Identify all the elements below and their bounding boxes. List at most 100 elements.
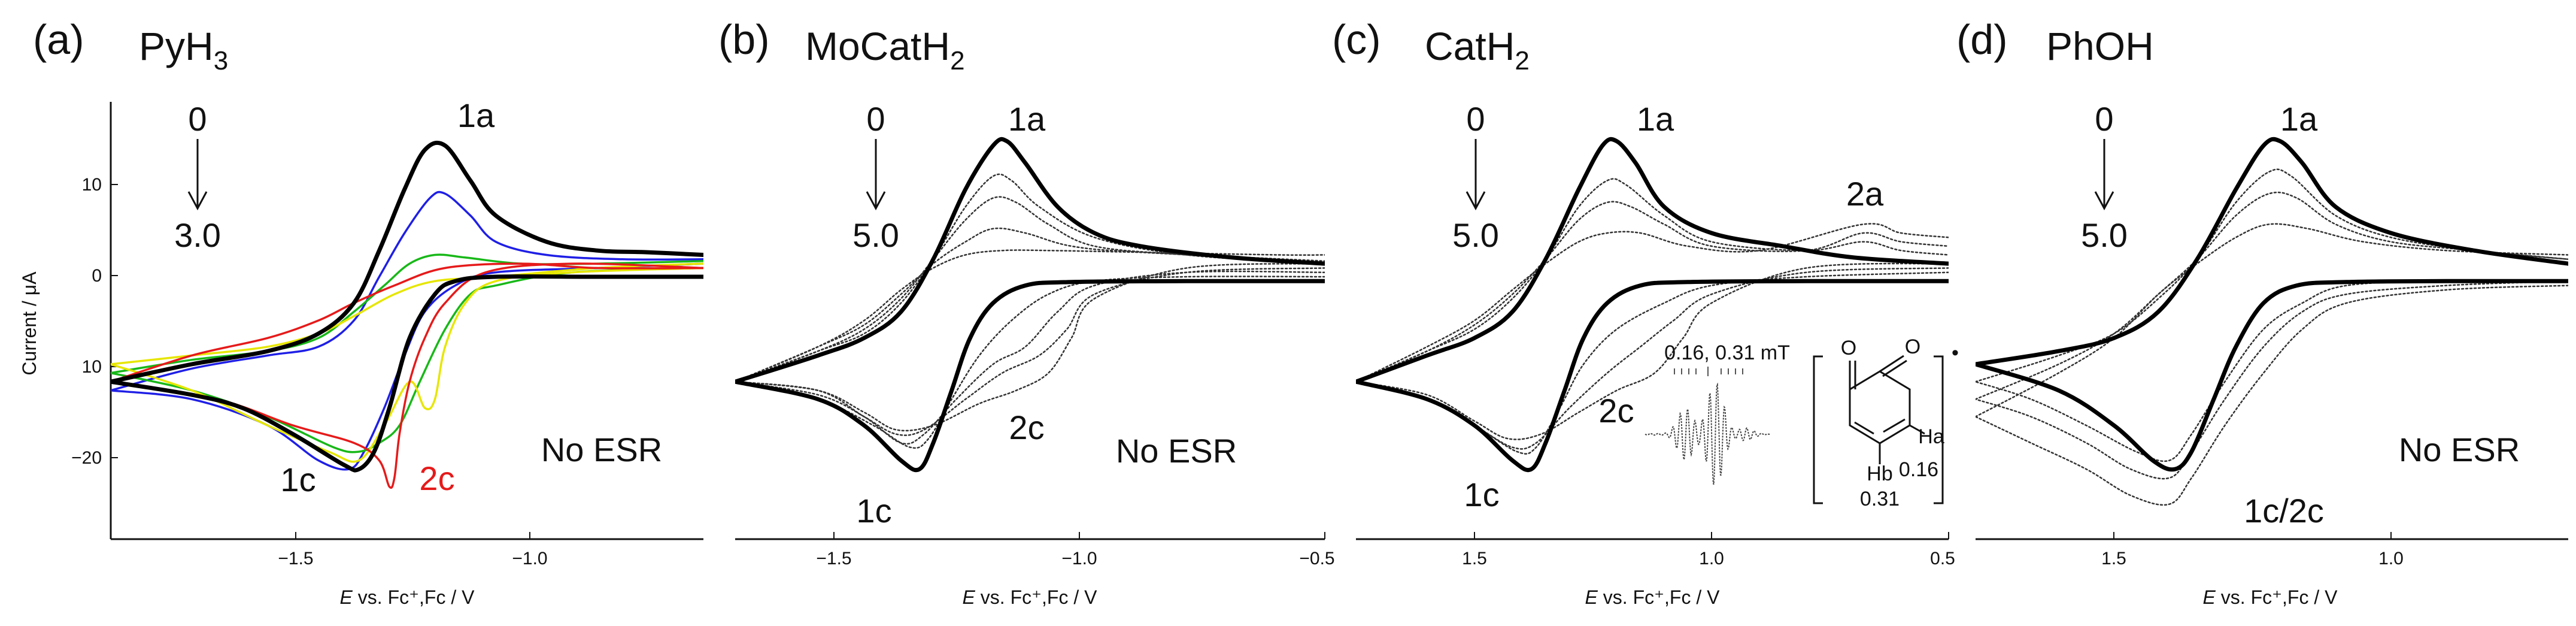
cv-curve-a-red-3-0-equiv--oxidation — [111, 262, 703, 383]
panel-a-ytick: 10 — [82, 175, 102, 195]
panel-d-xlabel: E vs. Fc⁺,Fc / V — [2203, 586, 2338, 608]
panel-c-xtick: 1.0 — [1699, 549, 1724, 568]
panel-a-peak-2c: 2c — [419, 459, 454, 497]
panel-a-esr-note: No ESR — [541, 431, 662, 468]
structure-oxygen-2: O — [1905, 335, 1920, 358]
panel-c-arrow-start: 0 — [1466, 100, 1485, 138]
esr-spectrum-trace — [1644, 382, 1771, 485]
panel-a-ylabel: Current / μA — [19, 271, 40, 376]
panel-c-xtick: 0.5 — [1930, 549, 1955, 568]
cv-curve-c-added-2-oxidation — [1356, 201, 1949, 383]
panel-b-peak-1a: 1a — [1008, 100, 1046, 138]
cv-curve-d-added-2-reduction — [1976, 280, 2568, 480]
panel-c-peak-2a: 2a — [1846, 175, 1884, 213]
panel-b-xlabel: E vs. Fc⁺,Fc / V — [963, 586, 1098, 608]
down-arrow-icon — [187, 139, 208, 211]
panel-a-xtick: −1.5 — [278, 549, 313, 568]
panel-c-peak-2c: 2c — [1598, 392, 1634, 430]
panel-d-compound: PhOH — [2046, 24, 2154, 68]
cv-curve-c-0-equiv-reduction — [1356, 279, 1949, 473]
cv-curve-a-blue-oxidation — [111, 190, 703, 392]
cv-curve-c-0-equiv-oxidation — [1356, 137, 1949, 384]
cv-curve-b-0-equiv-oxidation — [735, 137, 1325, 384]
cv-curve-d-0-equiv-reduction — [1976, 279, 2568, 472]
panel-c: (c) CatH2 1.5 1.0 0.5 E vs. Fc⁺,Fc / V 0… — [1332, 16, 1959, 608]
panel-d-curves — [1976, 137, 2568, 506]
panel-a-xlabel: E vs. Fc⁺,Fc / V — [340, 586, 475, 608]
panel-b-curves — [735, 137, 1325, 473]
structure-oxygen-1: O — [1841, 337, 1856, 359]
cv-curve-a-green-reduction — [111, 267, 703, 453]
structure-hb-label: Hb — [1867, 462, 1892, 485]
down-arrow-icon — [2094, 139, 2114, 211]
panel-a-xtick: −1.0 — [512, 549, 547, 568]
cv-curve-d-0-equiv-oxidation — [1976, 137, 2568, 367]
panel-c-label: (c) — [1332, 16, 1381, 63]
panel-a-ytick: −20 — [71, 448, 102, 468]
esr-coupling-label: 0.16, 0.31 mT — [1664, 341, 1790, 364]
panel-d-peak-1a: 1a — [2280, 100, 2318, 138]
structure-ha-label: Ha — [1918, 425, 1944, 448]
panel-b: (b) MoCatH2 −1.5 −1.0 −0.5 E vs. Fc⁺,Fc … — [718, 16, 1335, 608]
cv-curve-c-5-0-equiv-oxidation — [1356, 223, 1949, 383]
panel-d-label: (d) — [1956, 16, 2008, 63]
cv-curve-d-5-0-equiv-oxidation — [1976, 223, 2568, 418]
panel-b-xtick: −1.0 — [1061, 549, 1097, 568]
cv-curve-a-0-equiv-reduction — [111, 274, 703, 473]
panel-a-peak-1a: 1a — [457, 96, 495, 134]
panel-d-arrow-end: 5.0 — [2081, 216, 2128, 254]
panel-a-arrow-end: 3.0 — [174, 216, 221, 254]
panel-c-peak-1c: 1c — [1464, 476, 1499, 513]
cv-curve-c-added-1-oxidation — [1356, 178, 1949, 383]
cv-curve-b-added-1-reduction — [735, 276, 1325, 449]
panel-c-peak-1a: 1a — [1637, 100, 1674, 138]
cv-curve-c-added-1-reduction — [1356, 271, 1949, 455]
panel-b-label: (b) — [718, 16, 770, 63]
cv-curve-b-5-0-equiv-oxidation — [735, 249, 1325, 383]
panel-d-xtick: 1.0 — [2378, 549, 2404, 568]
panel-d: (d) PhOH 1.5 1.0 E vs. Fc⁺,Fc / V 0 5.0 … — [1956, 16, 2568, 608]
panel-b-xtick: −1.5 — [816, 549, 851, 568]
cv-curve-c-5-0-equiv-reduction — [1356, 262, 1949, 440]
panel-c-xtick: 1.5 — [1462, 549, 1487, 568]
cv-curve-b-5-0-equiv-reduction — [735, 262, 1325, 432]
panel-a-axes — [110, 102, 703, 540]
panel-b-compound: MoCatH2 — [805, 24, 965, 75]
panel-b-peak-1c: 1c — [856, 492, 891, 530]
panel-c-xlabel: E vs. Fc⁺,Fc / V — [1585, 586, 1721, 608]
panel-a-label: (a) — [33, 16, 84, 63]
panel-c-curves — [1356, 137, 1949, 473]
panel-d-arrow-start: 0 — [2095, 100, 2113, 138]
panel-b-esr-note: No ESR — [1116, 432, 1237, 470]
panel-d-xtick: 1.5 — [2101, 549, 2126, 568]
panel-d-esr-note: No ESR — [2399, 431, 2520, 468]
cv-curve-a-0-equiv-oxidation — [111, 140, 703, 384]
panel-a-curves — [111, 140, 703, 489]
semiquinone-structure — [1813, 355, 1944, 504]
panel-b-peak-2c: 2c — [1009, 409, 1044, 446]
panel-a-ytick: 10 — [82, 357, 102, 377]
cv-curve-a-red-3-0-equiv--reduction — [111, 262, 703, 489]
down-arrow-icon — [866, 139, 886, 211]
radical-dot: • — [1952, 341, 1959, 364]
panel-a-ytick: 0 — [92, 266, 102, 286]
cv-curve-b-added-3-reduction — [735, 267, 1325, 436]
cv-curve-c-added-2-reduction — [1356, 267, 1949, 450]
cv-curve-a-yellow-oxidation — [111, 262, 703, 365]
esr-stick-markers — [1674, 367, 1743, 376]
panel-c-arrow-end: 5.0 — [1452, 216, 1499, 254]
cv-curve-d-5-0-equiv-reduction — [1976, 285, 2568, 506]
panel-a-compound: PyH3 — [139, 24, 228, 75]
panel-a: (a) PyH3 Current / μA 10 0 10 −20 −1.5 −… — [19, 16, 703, 608]
cv-curve-b-0-equiv-reduction — [735, 279, 1325, 473]
panel-b-xtick: −0.5 — [1299, 549, 1334, 568]
down-arrow-icon — [1466, 139, 1486, 211]
panel-b-arrow-start: 0 — [866, 100, 885, 138]
panel-b-arrow-end: 5.0 — [852, 216, 899, 254]
cv-curve-b-added-1-oxidation — [735, 173, 1325, 383]
panel-a-peak-1c: 1c — [280, 461, 315, 498]
panel-a-arrow-start: 0 — [188, 100, 207, 138]
structure-hb-value: 0.31 — [1860, 488, 1900, 510]
esr-spectrum-inset: 0.16, 0.31 mT — [1644, 341, 1790, 485]
